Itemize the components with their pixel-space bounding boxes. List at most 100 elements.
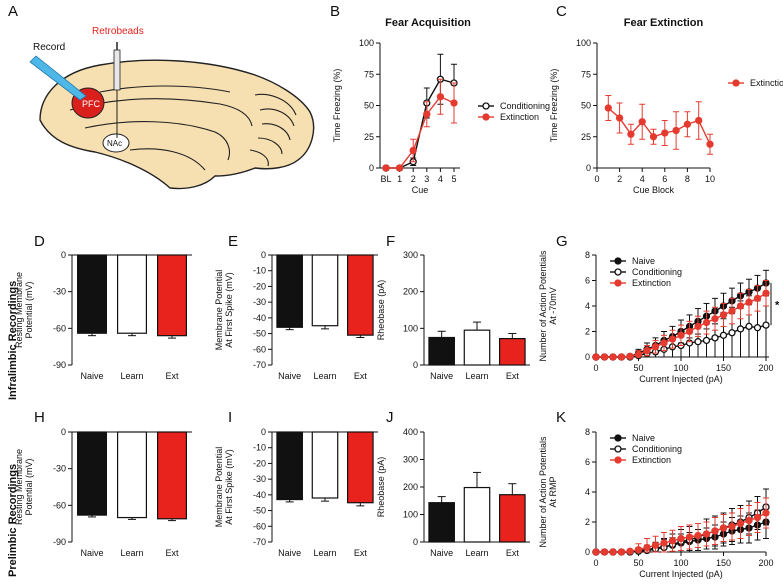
nac-label: NAc	[107, 139, 122, 148]
legend-marker	[614, 456, 622, 464]
y-tick-label: 50	[581, 101, 591, 111]
x-axis-label: Cue Block	[633, 185, 675, 195]
y-tick-label: 300	[403, 455, 418, 465]
data-point	[600, 548, 609, 556]
data-point	[668, 335, 677, 343]
y-tick-label: -40	[253, 490, 266, 500]
y-axis-label: At RMP	[548, 476, 558, 507]
brain-outline	[39, 59, 315, 190]
y-axis-label: Number of Action Potentials	[538, 436, 548, 548]
chart-pl-resting-potential: 0 -30 -60 -90 Resting Membrane Potential (mV)…	[14, 427, 192, 558]
bar-learn	[463, 486, 491, 543]
bar-learn	[463, 329, 491, 366]
significance-star: *	[775, 300, 780, 312]
x-tick-label: 150	[716, 363, 731, 373]
data-point	[745, 322, 753, 331]
data-point	[728, 329, 736, 337]
x-tick-label: Learn	[120, 548, 143, 558]
y-tick-label: -30	[53, 464, 66, 474]
data-point	[604, 104, 612, 112]
y-tick-label: 25	[581, 132, 591, 142]
y-tick-label: 75	[364, 69, 374, 79]
y-tick-label: -50	[253, 329, 266, 339]
y-tick-label: 0	[61, 250, 66, 260]
series-extinction	[592, 280, 770, 361]
data-point	[736, 302, 745, 310]
data-point	[615, 114, 624, 122]
legend-label: Extinction	[500, 112, 539, 122]
y-tick-label: 0	[261, 250, 266, 260]
y-tick-label: -60	[53, 500, 66, 510]
legend-label: Naive	[632, 433, 655, 443]
legend-marker	[614, 445, 622, 453]
x-tick-label: 100	[673, 363, 688, 373]
data-point	[702, 318, 711, 327]
data-point	[668, 537, 677, 545]
bar-ext	[347, 431, 374, 504]
series-line	[386, 78, 455, 169]
legend-label: Conditioning	[632, 444, 682, 454]
panel-label-a: A	[8, 3, 18, 20]
data-point	[627, 130, 635, 138]
series-line	[386, 95, 455, 169]
data-point	[702, 530, 711, 538]
y-tick-label: 100	[403, 510, 418, 520]
y-tick-label: 0	[585, 352, 590, 362]
data-point	[609, 548, 617, 556]
x-tick-label: Ext	[354, 548, 368, 558]
data-point	[651, 541, 660, 549]
legend-label: Extinction	[750, 78, 783, 88]
y-tick-label: -60	[253, 521, 266, 531]
y-tick-label: -20	[253, 458, 266, 468]
panel-label-h: H	[34, 409, 45, 426]
x-tick-label: 6	[662, 174, 667, 184]
y-tick-label: 100	[359, 38, 374, 48]
y-tick-label: 0	[61, 427, 66, 437]
data-point	[600, 353, 609, 361]
panel-label-e: E	[228, 233, 238, 250]
y-tick-label: 0	[413, 360, 418, 370]
y-axis-label: Rheobase (pA)	[376, 280, 386, 341]
legend-label: Extinction	[632, 278, 671, 288]
y-tick-label: -90	[53, 360, 66, 370]
y-tick-label: 2	[585, 327, 590, 337]
y-tick-label: 0	[586, 163, 591, 173]
x-tick-label: Naive	[430, 548, 453, 558]
series-extinction	[604, 95, 714, 155]
panel-label-k: K	[556, 409, 566, 426]
data-point	[634, 350, 643, 359]
data-point	[382, 164, 390, 172]
legend-label: Extinction	[632, 455, 671, 465]
x-tick-label: Naive	[80, 371, 103, 381]
data-point	[660, 539, 668, 547]
bar-learn	[311, 254, 339, 327]
brain-folds	[69, 85, 253, 171]
x-tick-label: Naive	[278, 548, 301, 558]
x-tick-label: Learn	[120, 371, 143, 381]
chart-il-rheobase: 0 100 200 300 Rheobase (pA) Naive Learn Ext	[376, 250, 530, 381]
x-tick-label: Naive	[430, 371, 453, 381]
panel-label-f: F	[386, 233, 395, 250]
data-point	[694, 338, 702, 346]
y-tick-label: 400	[403, 427, 418, 437]
y-axis-label: Potential (mV)	[24, 458, 34, 515]
data-point	[745, 298, 753, 306]
bar-naive	[276, 254, 303, 328]
data-point	[649, 133, 658, 141]
y-tick-label: 4	[585, 487, 590, 497]
bar-ext	[157, 431, 188, 520]
data-point	[436, 93, 445, 101]
x-axis-label: Current Injected (pA)	[639, 569, 723, 579]
x-tick-label: 4	[438, 174, 443, 184]
data-point	[694, 322, 702, 331]
y-axis-label: Resting Membrane	[14, 449, 24, 525]
y-axis-label: Time Freezing (%)	[332, 69, 342, 143]
y-axis-label: At -70mV	[548, 287, 558, 325]
data-point	[736, 325, 745, 333]
x-tick-label: 50	[633, 558, 643, 568]
data-point	[592, 548, 600, 556]
bar-learn	[116, 254, 147, 334]
bar-naive	[428, 336, 455, 366]
bar-naive	[428, 502, 455, 543]
x-tick-label: Learn	[313, 371, 336, 381]
